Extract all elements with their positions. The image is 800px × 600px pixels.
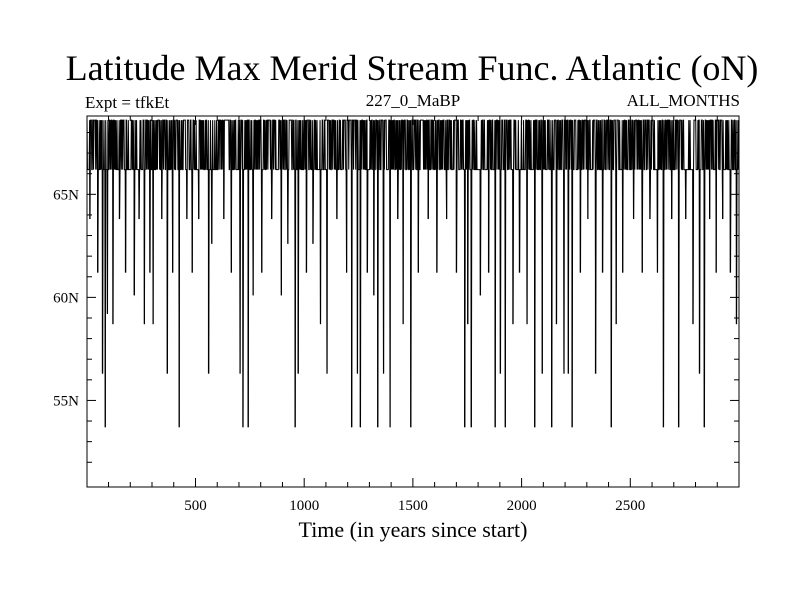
x-axis-label: Time (in years since start) xyxy=(299,517,528,542)
x-tick-label: 1000 xyxy=(289,498,319,514)
chart-subtitle-center: 227_0_MaBP xyxy=(366,91,460,110)
plot-frame xyxy=(86,115,740,488)
chart-subtitle-left: Expt = tfkEt xyxy=(85,93,169,112)
y-tick-label: 60N xyxy=(53,290,79,306)
chart-subtitle-right: ALL_MONTHS xyxy=(627,91,740,110)
series-line-group xyxy=(86,119,740,428)
x-tick-label: 1500 xyxy=(398,498,428,514)
series-line xyxy=(86,119,740,428)
x-tick-label: 2500 xyxy=(615,498,645,514)
x-axis-ticks: 500 1000 1500 2000 2500 xyxy=(108,116,718,514)
y-axis-ticks: 55N 60N 65N xyxy=(53,131,739,463)
x-tick-label: 500 xyxy=(184,498,207,514)
chart-title: Latitude Max Merid Stream Func. Atlantic… xyxy=(66,48,759,88)
y-tick-label: 65N xyxy=(53,187,79,203)
y-tick-label: 55N xyxy=(53,393,79,409)
x-tick-label: 2000 xyxy=(507,498,537,514)
